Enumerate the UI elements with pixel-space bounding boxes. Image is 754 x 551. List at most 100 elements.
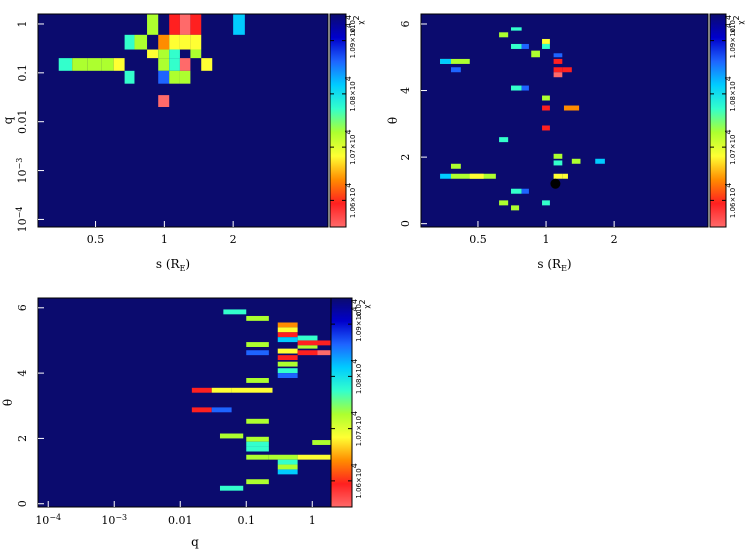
heatmap-cell xyxy=(440,58,451,64)
heatmap-cell xyxy=(553,53,563,58)
x-tick-label: 0.01 xyxy=(168,514,193,527)
plot-area xyxy=(421,14,708,227)
colorbar-tick-label-exp: 4 xyxy=(350,306,359,311)
heatmap-cell xyxy=(553,160,563,166)
heatmap-cell xyxy=(158,70,170,84)
colorbar-tick-label-base: 1.07×10 xyxy=(355,416,363,446)
heatmap-cell xyxy=(562,173,568,179)
heatmap-cell xyxy=(553,58,563,64)
heatmap-cell xyxy=(563,105,580,111)
colorbar-tick-label-base: 1.06×10 xyxy=(355,468,363,498)
heatmap-cell xyxy=(231,387,273,393)
colorbar-tick-label-exp: 4 xyxy=(344,183,353,188)
colorbar-variable-base: χ xyxy=(357,21,365,25)
heatmap-cell xyxy=(124,34,135,50)
heatmap-cell xyxy=(469,173,484,179)
x-tick-label-exp: −3 xyxy=(115,513,127,522)
y-tick-label-base: 1 xyxy=(16,20,29,27)
heatmap-cell xyxy=(158,49,170,59)
heatmap-cell xyxy=(450,163,461,169)
colorbar-tick-label-exp: 4 xyxy=(344,23,353,28)
axes-frame xyxy=(37,297,353,508)
heatmap-cell xyxy=(201,58,213,71)
heatmap-cell xyxy=(553,153,563,159)
heatmap-cell xyxy=(179,34,191,50)
colorbar-variable-base: χ xyxy=(737,21,745,25)
heatmap-cell xyxy=(521,85,529,91)
heatmap-cell xyxy=(542,95,550,101)
heatmap-cell xyxy=(134,34,148,50)
x-tick-label-base: 0.01 xyxy=(168,514,193,527)
heatmap-cell xyxy=(179,58,191,71)
heatmap-cell xyxy=(169,49,180,59)
heatmap-cell xyxy=(277,355,298,361)
heatmap-cell xyxy=(246,436,269,442)
colorbar-frame xyxy=(709,13,727,228)
heatmap-cell xyxy=(246,446,269,452)
y-tick-label-base: 10 xyxy=(16,218,29,232)
x-tick-label: 0.5 xyxy=(87,233,105,246)
x-tick-label: 10−4 xyxy=(35,513,61,527)
x-axis-label: s (RE) xyxy=(537,257,571,273)
x-axis-label-sub: E xyxy=(561,264,567,273)
colorbar-variable-exp: 2 xyxy=(358,299,367,304)
heatmap-cell xyxy=(246,378,269,383)
x-axis-label-text: q xyxy=(191,535,199,549)
colorbar-tick-label-exp: 4 xyxy=(724,23,733,28)
axes-frame xyxy=(37,13,329,228)
x-tick-label: 2 xyxy=(230,233,237,246)
colorbar-tick-label-exp: 4 xyxy=(350,411,359,416)
heatmap-cell xyxy=(521,43,529,49)
heatmap-cell xyxy=(297,350,318,356)
colorbar-exponent-exp: 4 xyxy=(344,15,353,20)
heatmap-cell xyxy=(179,70,191,84)
panel-q-theta: 1.06×1041.07×1041.08×1041.09×104x104χ210… xyxy=(1,297,371,549)
heatmap-cell xyxy=(179,14,191,35)
heatmap-cell xyxy=(101,58,114,71)
heatmap-cell xyxy=(277,348,298,354)
x-tick-label-base: 1 xyxy=(309,514,316,527)
heatmap-cell xyxy=(542,125,550,131)
heatmap-cell xyxy=(158,58,170,71)
heatmap-cell xyxy=(562,67,572,73)
y-tick-label: 0 xyxy=(16,500,29,507)
y-tick-label-base: 0.1 xyxy=(16,64,29,82)
x-axis-label: q xyxy=(191,535,199,549)
x-tick-label-base: 1 xyxy=(543,233,550,246)
heatmap-cell xyxy=(246,315,269,321)
axes-frame xyxy=(420,13,709,228)
heatmap-cell xyxy=(511,43,522,49)
heatmap-cell xyxy=(511,85,522,91)
heatmap-cell xyxy=(553,173,563,179)
x-tick-label: 0.1 xyxy=(238,514,256,527)
y-tick-label-base: 0 xyxy=(16,500,29,507)
heatmap-cell xyxy=(233,14,245,35)
heatmap-cell xyxy=(297,345,318,349)
colorbar-tick-label-exp: 4 xyxy=(350,359,359,364)
colorbar-tick-label-exp: 4 xyxy=(724,129,733,134)
y-axis-label: θ xyxy=(1,399,15,406)
x-tick-label-base: 10 xyxy=(35,514,49,527)
y-tick-label: 2 xyxy=(16,435,29,442)
heatmap-cell xyxy=(312,440,331,445)
heatmap-cell xyxy=(169,58,180,71)
y-tick-label-base: 6 xyxy=(399,20,412,27)
heatmap-cell xyxy=(246,454,269,460)
heatmap-cell xyxy=(158,34,170,50)
y-tick-label: 4 xyxy=(16,370,29,377)
heatmap-cell xyxy=(246,342,269,347)
heatmap-cell xyxy=(531,50,540,58)
heatmap-cell xyxy=(542,38,550,44)
heatmap-cell xyxy=(542,105,550,111)
x-axis-label-close: ) xyxy=(567,257,572,271)
heatmap-cell xyxy=(450,67,461,73)
y-tick-label-exp: −3 xyxy=(15,158,24,170)
y-tick-label-base: 10 xyxy=(16,169,29,183)
heatmap-cell xyxy=(246,441,269,447)
colorbar xyxy=(331,298,352,507)
heatmap-cell xyxy=(553,67,563,73)
colorbar-exponent: x104 xyxy=(344,15,357,33)
colorbar-tick-label: 1.06×104 xyxy=(344,183,357,218)
y-axis-label: θ xyxy=(386,117,400,124)
x-tick-label-base: 0.5 xyxy=(469,233,487,246)
